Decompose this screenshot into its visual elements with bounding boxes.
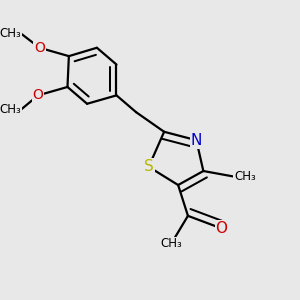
Text: CH₃: CH₃ bbox=[234, 170, 256, 183]
Text: O: O bbox=[34, 41, 45, 55]
Text: S: S bbox=[144, 159, 154, 174]
Text: CH₃: CH₃ bbox=[0, 27, 21, 40]
Text: CH₃: CH₃ bbox=[0, 103, 21, 116]
Text: N: N bbox=[191, 133, 202, 148]
Text: O: O bbox=[216, 221, 228, 236]
Text: O: O bbox=[33, 88, 44, 102]
Text: CH₃: CH₃ bbox=[160, 237, 182, 250]
